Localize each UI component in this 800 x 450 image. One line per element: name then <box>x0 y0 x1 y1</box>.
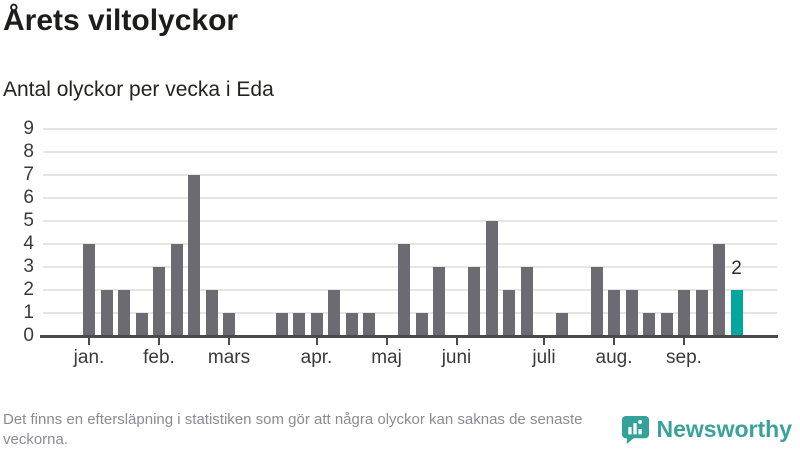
bar <box>398 244 410 336</box>
x-axis-label: aug. <box>595 347 633 368</box>
y-axis-label: 4 <box>23 233 34 254</box>
bar <box>118 290 130 336</box>
highlighted-bar <box>730 290 743 336</box>
x-axis-tick <box>613 338 615 345</box>
gridline <box>43 220 777 222</box>
bar <box>223 313 235 336</box>
x-axis-label: jan. <box>73 347 105 368</box>
bar <box>293 313 305 336</box>
bar <box>503 290 515 336</box>
gridline <box>43 312 777 314</box>
y-axis-label: 6 <box>23 187 34 208</box>
bar <box>188 175 200 336</box>
bar <box>678 290 690 336</box>
bar <box>415 313 428 336</box>
x-axis-tick <box>543 338 545 345</box>
gridline <box>43 128 777 130</box>
bar <box>695 290 708 336</box>
y-axis-label: 5 <box>23 210 34 231</box>
bar <box>713 244 725 336</box>
x-axis-tick <box>455 338 458 345</box>
gridline <box>43 266 777 268</box>
y-axis-label: 3 <box>23 256 34 277</box>
bar <box>643 313 655 336</box>
newsworthy-logo-text: Newsworthy <box>656 416 792 442</box>
bar <box>590 267 603 336</box>
bar <box>275 313 288 336</box>
x-axis-label: juni <box>441 347 472 368</box>
bar <box>520 267 533 336</box>
gridline <box>43 174 777 176</box>
y-axis-label: 2 <box>23 279 34 300</box>
y-axis-label: 7 <box>23 164 34 185</box>
x-axis-tick <box>88 338 90 345</box>
y-axis-label: 0 <box>23 325 34 346</box>
bar <box>660 313 673 336</box>
bar <box>83 244 95 336</box>
bar <box>625 290 638 336</box>
x-axis-line <box>40 335 778 338</box>
gridline <box>43 197 777 199</box>
bar <box>363 313 375 336</box>
y-axis-label: 8 <box>23 141 34 162</box>
x-axis-label: apr. <box>300 347 333 368</box>
gridline <box>43 289 777 291</box>
x-axis-tick <box>158 338 160 345</box>
bar <box>345 313 358 336</box>
x-axis-label: juli <box>532 347 556 368</box>
x-axis-tick <box>228 338 230 345</box>
chart-title: Årets viltolyckor <box>3 4 239 37</box>
bar <box>555 313 568 336</box>
bar <box>485 221 498 336</box>
gridline <box>43 243 777 245</box>
x-axis-label: maj <box>371 347 402 368</box>
bar <box>205 290 218 336</box>
bar <box>468 267 480 336</box>
bar <box>328 290 340 336</box>
y-axis-label: 9 <box>23 118 34 139</box>
bar <box>608 290 620 336</box>
bar <box>310 313 323 336</box>
bar <box>100 290 113 336</box>
x-axis-tick <box>683 338 685 345</box>
y-axis-label: 1 <box>23 302 34 323</box>
x-axis-label: mars <box>207 347 251 368</box>
bar <box>170 244 183 336</box>
bar <box>433 267 445 336</box>
x-axis-label: sep. <box>666 347 702 368</box>
bar <box>135 313 148 336</box>
bar <box>153 267 165 336</box>
newsworthy-logo: Newsworthy <box>620 414 792 445</box>
chart-subtitle: Antal olyckor per vecka i Eda <box>3 78 274 101</box>
x-axis-tick <box>315 338 318 345</box>
last-value-label: 2 <box>731 258 742 279</box>
x-axis-label: feb. <box>143 347 175 368</box>
x-axis-tick <box>385 338 388 345</box>
footnote: Det finns en eftersläpning i statistiken… <box>3 411 583 448</box>
gridline <box>43 151 777 153</box>
bar-chart-speech-bubble-icon <box>620 414 651 445</box>
